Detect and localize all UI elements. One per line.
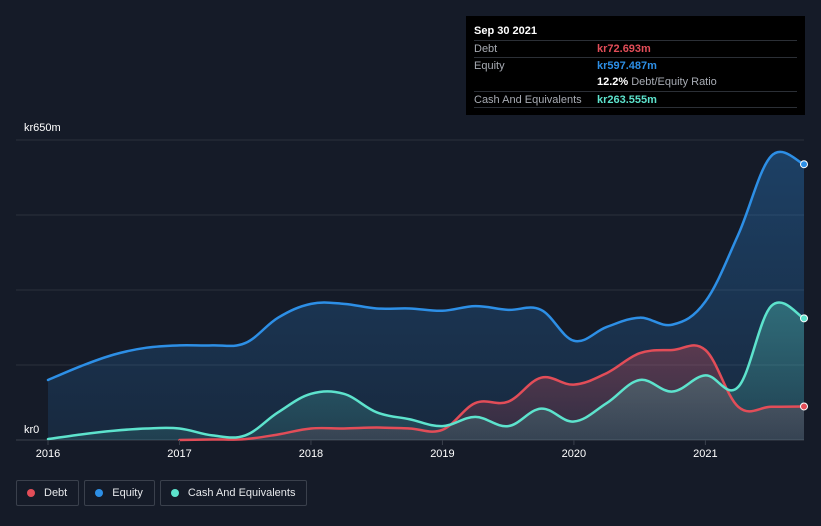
legend-debt-label: Debt	[44, 487, 68, 499]
legend-cash-dot-icon	[170, 489, 179, 497]
tooltip-ratio-row: 12.2% Debt/Equity Ratio	[474, 74, 797, 91]
tooltip-debt-value: kr72.693m	[597, 43, 651, 55]
legend-equity-label: Equity	[112, 487, 143, 499]
legend-item-debt[interactable]: Debt	[16, 480, 80, 506]
equity-end-marker[interactable]	[800, 160, 808, 169]
tooltip-equity-value: kr597.487m	[597, 60, 657, 72]
data-tooltip: Sep 30 2021 Debt kr72.693m Equity kr597.…	[466, 16, 805, 115]
chart-legend: Debt Equity Cash And Equivalents	[16, 480, 312, 506]
tooltip-ratio-label: Debt/Equity Ratio	[631, 76, 717, 88]
legend-item-equity[interactable]: Equity	[84, 480, 155, 506]
tooltip-cash-label: Cash And Equivalents	[474, 94, 582, 106]
tooltip-debt-row: Debt kr72.693m	[474, 40, 797, 57]
series-lines	[46, 150, 806, 442]
legend-equity-dot-icon	[95, 489, 104, 497]
debt-end-marker[interactable]	[800, 402, 808, 411]
tooltip-ratio-value: 12.2%	[597, 76, 629, 88]
tooltip-cash-value: kr263.555m	[597, 94, 657, 106]
x-tick-label: 2016	[36, 448, 60, 460]
series-end-markers	[800, 160, 808, 411]
x-tick-label: 2021	[693, 448, 717, 460]
cash-line	[46, 301, 806, 441]
tooltip-cash-row: Cash And Equivalents kr263.555m	[474, 91, 797, 108]
legend-item-cash[interactable]: Cash And Equivalents	[159, 480, 308, 506]
tooltip-equity-row: Equity kr597.487m	[474, 57, 797, 74]
x-axis-ticks: 2016 2017 2018 2019 2020 2021	[36, 440, 718, 460]
y-axis-min-label: kr0	[24, 424, 39, 436]
series-areas	[48, 151, 804, 441]
legend-cash-label: Cash And Equivalents	[187, 487, 296, 499]
cash-end-marker[interactable]	[800, 314, 808, 323]
legend-debt-dot-icon	[27, 489, 35, 497]
tooltip-date: Sep 30 2021	[474, 25, 537, 37]
y-axis-max-label: kr650m	[24, 122, 61, 134]
debt-line	[178, 344, 806, 442]
x-tick-label: 2019	[430, 448, 454, 460]
tooltip-debt-label: Debt	[474, 43, 498, 55]
x-tick-label: 2017	[167, 448, 191, 460]
equity-line	[46, 150, 806, 382]
x-tick-label: 2018	[299, 448, 323, 460]
tooltip-equity-label: Equity	[474, 60, 505, 72]
cash-area	[48, 302, 804, 440]
x-tick-label: 2020	[562, 448, 586, 460]
